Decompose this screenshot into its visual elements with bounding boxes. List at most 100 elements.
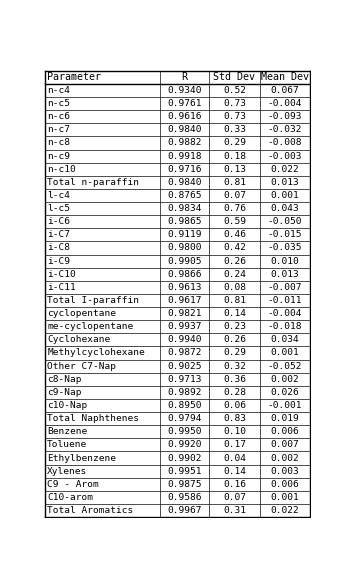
Bar bbox=[260, 176, 310, 189]
Text: Std Dev: Std Dev bbox=[213, 72, 255, 82]
Text: 0.9905: 0.9905 bbox=[167, 257, 202, 265]
Text: 0.81: 0.81 bbox=[223, 296, 246, 305]
Bar bbox=[45, 268, 160, 281]
Bar bbox=[209, 333, 260, 346]
Text: 0.26: 0.26 bbox=[223, 335, 246, 345]
Text: 0.76: 0.76 bbox=[223, 204, 246, 213]
Bar bbox=[160, 320, 209, 333]
Text: 0.8765: 0.8765 bbox=[167, 191, 202, 200]
Text: 0.043: 0.043 bbox=[271, 204, 299, 213]
Bar bbox=[209, 150, 260, 162]
Bar bbox=[209, 399, 260, 412]
Bar bbox=[260, 425, 310, 438]
Text: 0.9800: 0.9800 bbox=[167, 243, 202, 253]
Text: 0.010: 0.010 bbox=[271, 257, 299, 265]
Bar bbox=[45, 97, 160, 110]
Text: 0.9882: 0.9882 bbox=[167, 139, 202, 147]
Bar bbox=[209, 464, 260, 478]
Bar bbox=[160, 491, 209, 504]
Bar bbox=[45, 452, 160, 464]
Bar bbox=[209, 504, 260, 517]
Text: cyclopentane: cyclopentane bbox=[47, 309, 116, 318]
Bar bbox=[209, 307, 260, 320]
Bar bbox=[160, 372, 209, 386]
Bar bbox=[160, 294, 209, 307]
Text: 0.9761: 0.9761 bbox=[167, 99, 202, 108]
Text: Total n-paraffin: Total n-paraffin bbox=[47, 178, 139, 187]
Bar bbox=[45, 189, 160, 202]
Bar bbox=[209, 386, 260, 399]
Text: 0.022: 0.022 bbox=[271, 506, 299, 515]
Text: n-c4: n-c4 bbox=[47, 86, 70, 95]
Bar bbox=[260, 307, 310, 320]
Text: n-c9: n-c9 bbox=[47, 151, 70, 161]
Text: -0.035: -0.035 bbox=[267, 243, 302, 253]
Text: 0.9616: 0.9616 bbox=[167, 112, 202, 121]
Text: 0.9866: 0.9866 bbox=[167, 269, 202, 279]
Bar bbox=[45, 228, 160, 242]
Bar bbox=[160, 333, 209, 346]
Bar bbox=[45, 399, 160, 412]
Text: 0.46: 0.46 bbox=[223, 230, 246, 239]
Text: 0.001: 0.001 bbox=[271, 493, 299, 502]
Bar bbox=[209, 176, 260, 189]
Bar bbox=[45, 202, 160, 215]
Bar bbox=[260, 215, 310, 228]
Text: 0.002: 0.002 bbox=[271, 375, 299, 384]
Text: C10-arom: C10-arom bbox=[47, 493, 93, 502]
Bar bbox=[260, 242, 310, 254]
Bar bbox=[45, 360, 160, 372]
Text: 0.83: 0.83 bbox=[223, 414, 246, 423]
Bar bbox=[209, 110, 260, 123]
Bar bbox=[45, 346, 160, 360]
Text: -0.093: -0.093 bbox=[267, 112, 302, 121]
Text: Parameter: Parameter bbox=[47, 72, 101, 82]
Bar bbox=[209, 254, 260, 268]
Bar bbox=[45, 294, 160, 307]
Text: Cyclohexane: Cyclohexane bbox=[47, 335, 110, 345]
Text: 0.007: 0.007 bbox=[271, 441, 299, 449]
Bar bbox=[260, 254, 310, 268]
Text: 0.9586: 0.9586 bbox=[167, 493, 202, 502]
Bar bbox=[209, 438, 260, 452]
Bar bbox=[45, 281, 160, 294]
Bar bbox=[160, 412, 209, 425]
Bar bbox=[160, 84, 209, 97]
Bar bbox=[260, 360, 310, 372]
Text: 0.59: 0.59 bbox=[223, 217, 246, 226]
Text: 0.013: 0.013 bbox=[271, 269, 299, 279]
Text: -0.003: -0.003 bbox=[267, 151, 302, 161]
Text: 0.14: 0.14 bbox=[223, 309, 246, 318]
Bar bbox=[45, 464, 160, 478]
Text: 0.001: 0.001 bbox=[271, 349, 299, 357]
Bar bbox=[45, 438, 160, 452]
Text: 0.17: 0.17 bbox=[223, 441, 246, 449]
Bar bbox=[160, 307, 209, 320]
Text: 0.18: 0.18 bbox=[223, 151, 246, 161]
Bar bbox=[260, 281, 310, 294]
Text: n-c8: n-c8 bbox=[47, 139, 70, 147]
Text: 0.9902: 0.9902 bbox=[167, 453, 202, 463]
Bar bbox=[160, 150, 209, 162]
Bar bbox=[260, 412, 310, 425]
Bar bbox=[160, 242, 209, 254]
Bar bbox=[209, 71, 260, 84]
Text: Other C7-Nap: Other C7-Nap bbox=[47, 361, 116, 371]
Bar bbox=[160, 123, 209, 136]
Bar bbox=[160, 399, 209, 412]
Bar bbox=[209, 294, 260, 307]
Text: 0.14: 0.14 bbox=[223, 467, 246, 475]
Bar bbox=[160, 452, 209, 464]
Text: 0.002: 0.002 bbox=[271, 453, 299, 463]
Text: 0.31: 0.31 bbox=[223, 506, 246, 515]
Text: i-C6: i-C6 bbox=[47, 217, 70, 226]
Bar bbox=[160, 438, 209, 452]
Text: 0.9025: 0.9025 bbox=[167, 361, 202, 371]
Bar bbox=[45, 110, 160, 123]
Bar bbox=[260, 123, 310, 136]
Bar bbox=[45, 372, 160, 386]
Text: 0.13: 0.13 bbox=[223, 165, 246, 173]
Bar bbox=[209, 123, 260, 136]
Bar bbox=[260, 438, 310, 452]
Text: 0.9821: 0.9821 bbox=[167, 309, 202, 318]
